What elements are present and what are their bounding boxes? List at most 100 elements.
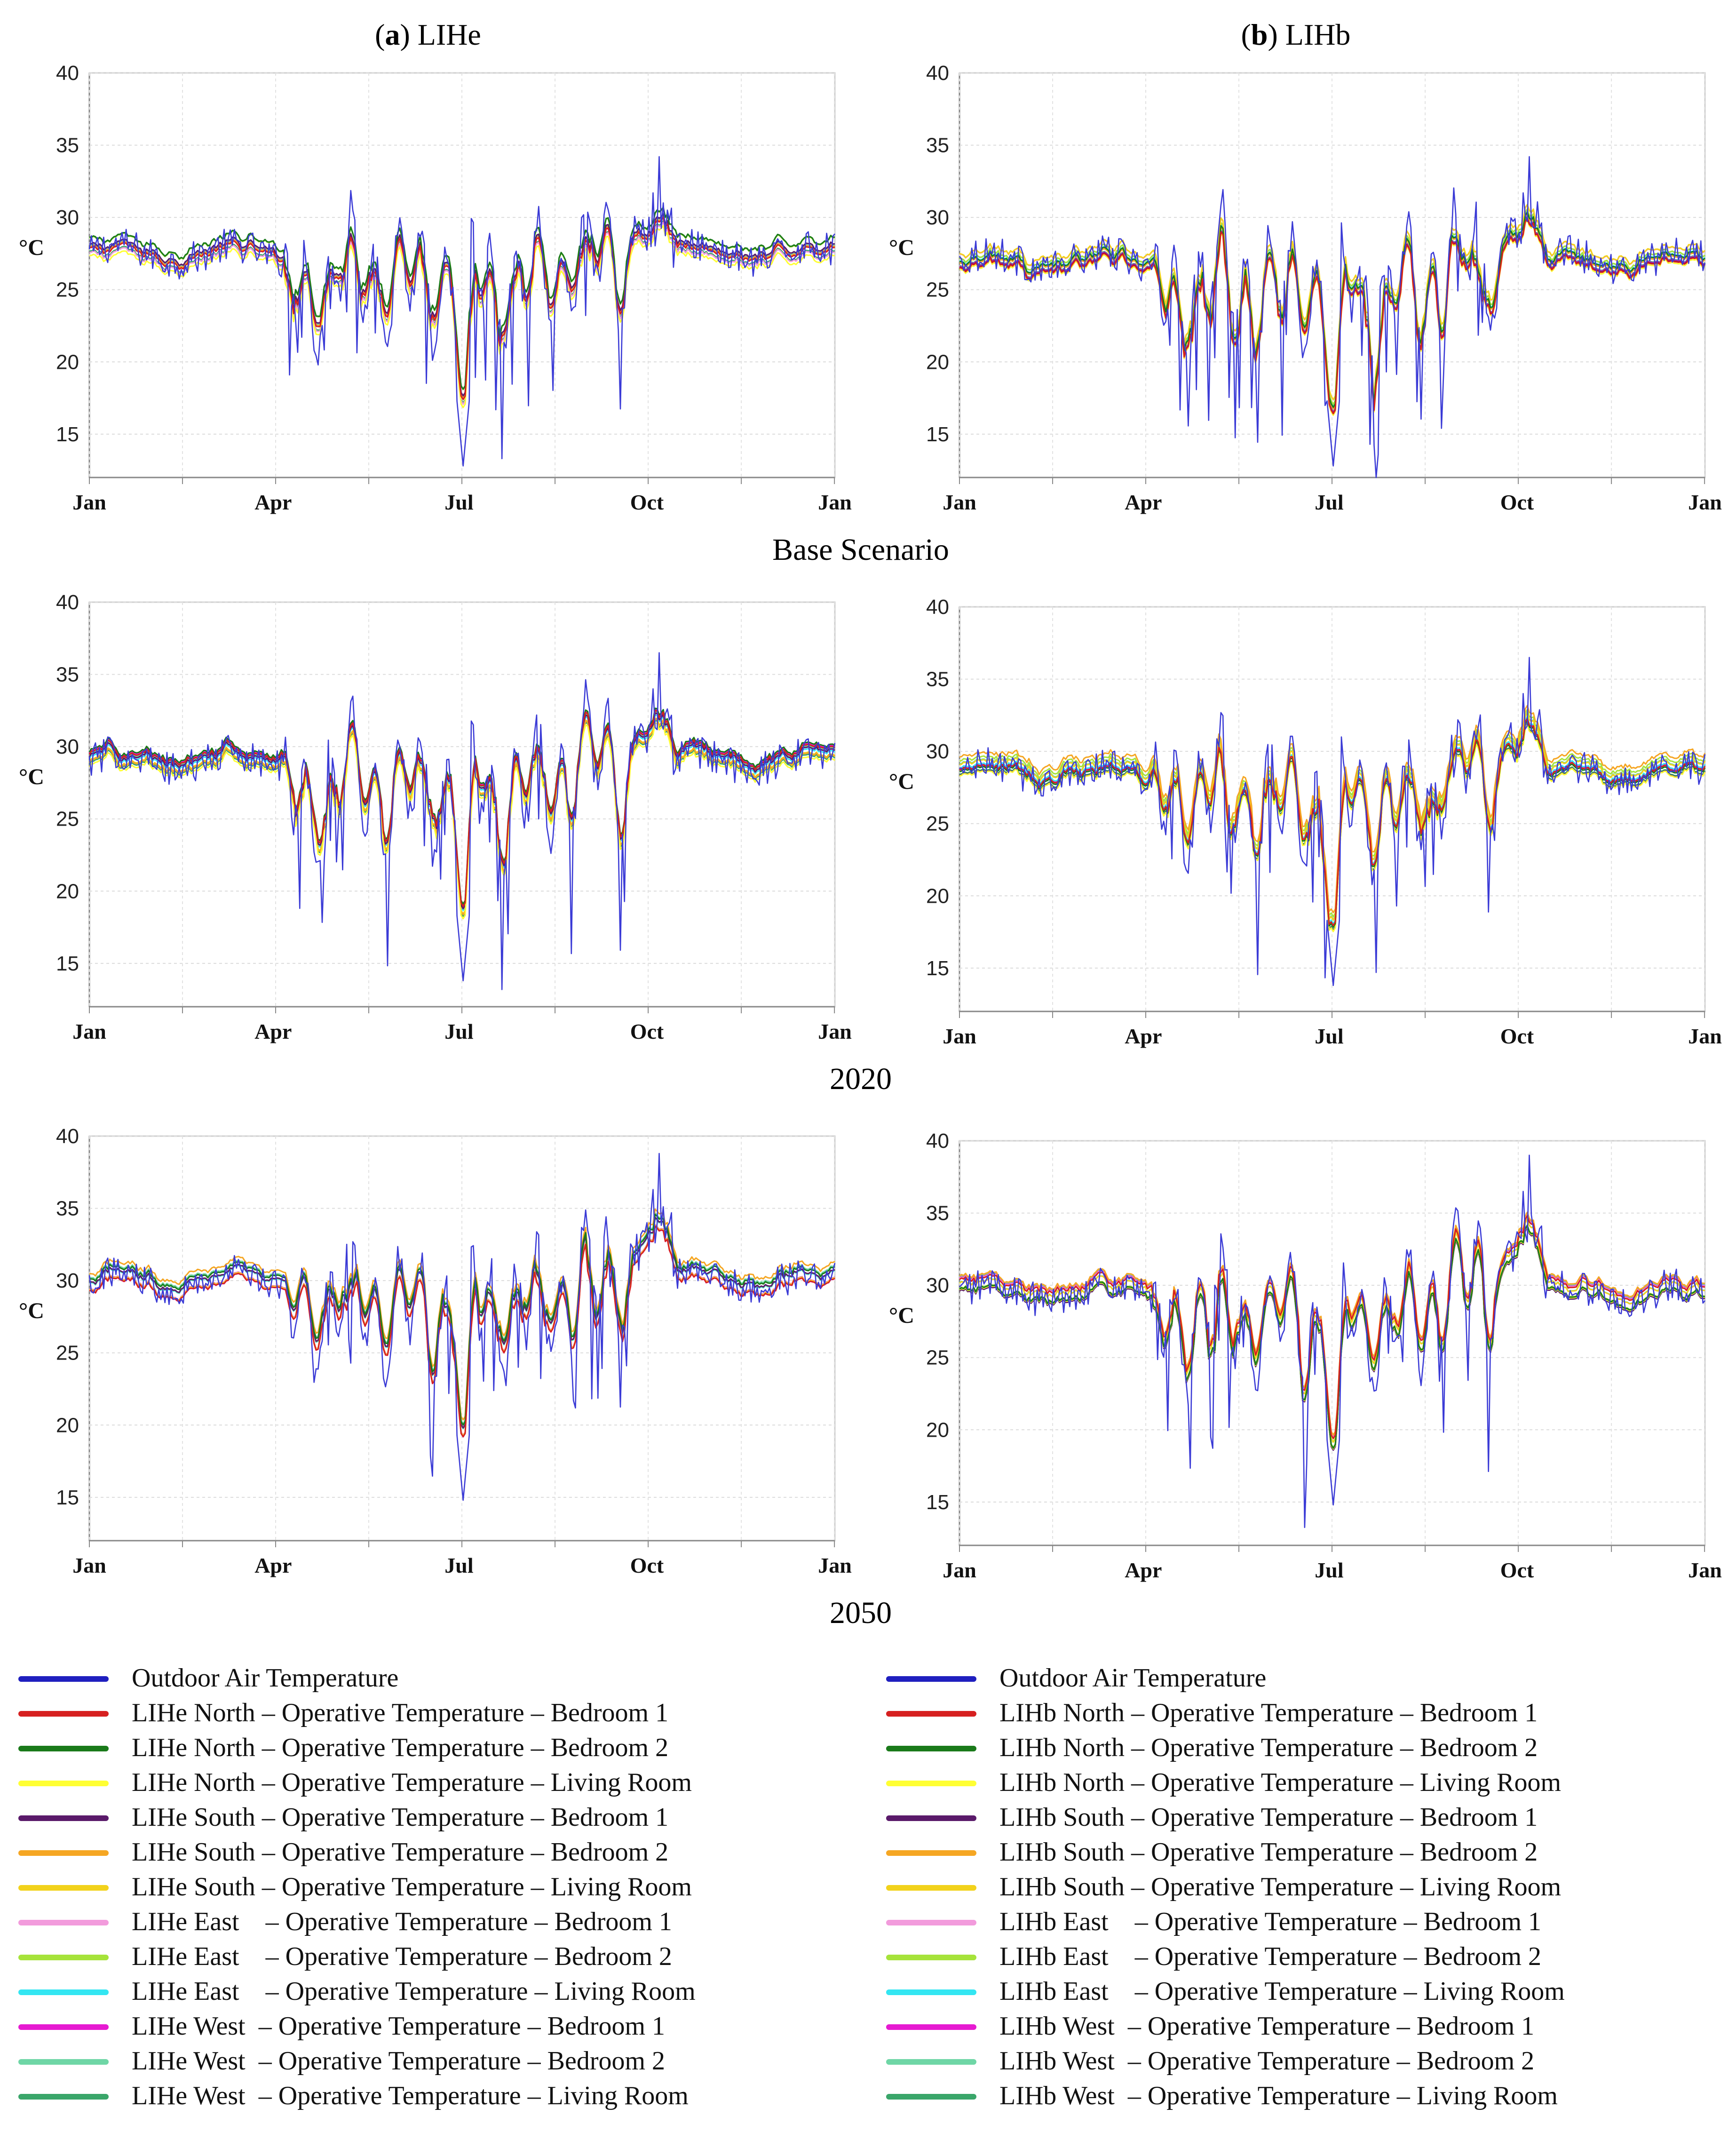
y-tick-label: 15 bbox=[56, 423, 79, 446]
x-tick-label: Apr bbox=[254, 1019, 292, 1043]
x-tick-label: Jan bbox=[818, 1553, 852, 1577]
series-line-indoor bbox=[959, 204, 1705, 400]
legend-label: LIHb East – Operative Temperature – Bedr… bbox=[999, 1942, 1541, 1971]
x-tick-label: Jul bbox=[444, 490, 473, 514]
legend-label: LIHe East – Operative Temperature – Bedr… bbox=[132, 1942, 672, 1971]
y-tick-label: 30 bbox=[926, 206, 949, 229]
y-axis-label: °C bbox=[19, 235, 44, 260]
y-tick-label: 30 bbox=[926, 740, 949, 763]
x-tick-label: Jan bbox=[1688, 1558, 1722, 1582]
plot-frame bbox=[959, 606, 1706, 1012]
y-tick-label: 30 bbox=[56, 735, 79, 758]
y-tick-label: 40 bbox=[926, 1130, 949, 1153]
row-label-base: Base Scenario bbox=[772, 533, 949, 567]
series-line-outdoor bbox=[88, 652, 836, 990]
legend-label: LIHe West – Operative Temperature – Livi… bbox=[132, 2081, 689, 2110]
series-line-indoor bbox=[959, 712, 1706, 921]
y-tick-label: 40 bbox=[926, 62, 949, 85]
series-line-outdoor bbox=[88, 156, 836, 467]
legend-label: LIHe North – Operative Temperature – Liv… bbox=[132, 1768, 692, 1797]
x-tick-label: Jan bbox=[818, 490, 852, 514]
x-tick-label: Jul bbox=[444, 1019, 473, 1043]
y-tick-label: 15 bbox=[56, 1486, 79, 1509]
series-line-indoor bbox=[89, 1225, 835, 1438]
x-tick-label: Oct bbox=[630, 490, 664, 514]
y-tick-label: 30 bbox=[56, 1269, 79, 1292]
series-line-indoor bbox=[88, 722, 835, 920]
x-tick-label: Jan bbox=[72, 1019, 106, 1043]
y-tick-label: 15 bbox=[926, 1491, 949, 1514]
row-label-2020: 2020 bbox=[830, 1062, 892, 1096]
legend-label: LIHb West – Operative Temperature – Bedr… bbox=[999, 2012, 1534, 2041]
x-tick-label: Jan bbox=[1688, 1024, 1722, 1048]
legend-label: LIHb West – Operative Temperature – Livi… bbox=[999, 2081, 1558, 2110]
legend-label: LIHb North – Operative Temperature – Bed… bbox=[999, 1698, 1538, 1727]
y-tick-label: 35 bbox=[56, 1197, 79, 1220]
x-tick-label: Jul bbox=[1315, 490, 1343, 514]
series-line-indoor bbox=[959, 216, 1705, 413]
series-line-outdoor bbox=[88, 1153, 836, 1501]
y-axis-label: °C bbox=[889, 769, 914, 794]
x-tick-label: Oct bbox=[630, 1019, 664, 1043]
legend-label: LIHe North – Operative Temperature – Bed… bbox=[132, 1733, 668, 1762]
legend-label: LIHb West – Operative Temperature – Bedr… bbox=[999, 2046, 1534, 2076]
y-axis-label: °C bbox=[889, 1303, 914, 1328]
x-tick-label: Jul bbox=[1315, 1024, 1343, 1048]
x-tick-label: Oct bbox=[1500, 1558, 1534, 1582]
chart-LIHe-2050: 15 20 25 30 35 40 Jan Apr Jul Oct Jan °C bbox=[19, 1125, 852, 1577]
series-line-indoor bbox=[88, 711, 835, 908]
y-tick-label: 35 bbox=[926, 668, 949, 691]
y-axis-label: °C bbox=[19, 764, 44, 789]
legend-label: LIHe East – Operative Temperature – Livi… bbox=[132, 1977, 696, 2006]
series-line-indoor bbox=[89, 225, 835, 408]
legend-label: LIHb South – Operative Temperature – Bed… bbox=[999, 1803, 1538, 1832]
series-line-indoor bbox=[959, 709, 1706, 917]
series-line-indoor bbox=[89, 213, 835, 397]
series-line-outdoor bbox=[959, 657, 1706, 986]
x-tick-label: Apr bbox=[1125, 1024, 1162, 1048]
x-tick-label: Jul bbox=[1315, 1558, 1343, 1582]
y-tick-label: 25 bbox=[926, 812, 949, 835]
legend-label: LIHb East – Operative Temperature – Livi… bbox=[999, 1977, 1565, 2006]
y-tick-label: 40 bbox=[926, 596, 949, 619]
legend-label: LIHe South – Operative Temperature – Bed… bbox=[132, 1838, 668, 1867]
series-line-indoor bbox=[88, 718, 835, 915]
plot-frame bbox=[959, 1140, 1706, 1546]
legend-label: LIHb South – Operative Temperature – Liv… bbox=[999, 1872, 1561, 1901]
y-tick-label: 25 bbox=[926, 1346, 949, 1369]
y-tick-label: 40 bbox=[56, 591, 79, 614]
y-tick-label: 20 bbox=[926, 350, 949, 374]
x-tick-label: Jan bbox=[818, 1019, 852, 1043]
series-line-indoor bbox=[959, 208, 1705, 405]
y-tick-label: 40 bbox=[56, 1125, 79, 1148]
series-line-indoor bbox=[959, 213, 1705, 410]
series-line-indoor bbox=[89, 1209, 835, 1421]
y-tick-label: 35 bbox=[926, 134, 949, 157]
x-tick-label: Jan bbox=[72, 490, 106, 514]
legend-label: LIHb South – Operative Temperature – Bed… bbox=[999, 1838, 1538, 1867]
chart-LIHe-2020: 15 20 25 30 35 40 Jan Apr Jul Oct Jan °C bbox=[19, 591, 852, 1043]
y-tick-label: 35 bbox=[56, 663, 79, 686]
x-tick-label: Jan bbox=[943, 1024, 976, 1048]
plot-frame bbox=[88, 1135, 836, 1542]
series-line-indoor bbox=[959, 724, 1706, 932]
column-header-b: (b) LIHb bbox=[1241, 18, 1351, 51]
legend-label: LIHb North – Operative Temperature – Liv… bbox=[999, 1768, 1561, 1797]
x-tick-label: Apr bbox=[254, 490, 292, 514]
series-line-outdoor bbox=[959, 156, 1706, 478]
series-line-outdoor bbox=[959, 1154, 1706, 1528]
y-tick-label: 25 bbox=[926, 278, 949, 302]
x-tick-label: Apr bbox=[1125, 490, 1162, 514]
plot-frame bbox=[88, 601, 836, 1008]
legend-label: LIHb North – Operative Temperature – Bed… bbox=[999, 1733, 1538, 1762]
y-tick-label: 20 bbox=[56, 1414, 79, 1437]
plot-frame bbox=[88, 72, 836, 478]
x-tick-label: Oct bbox=[1500, 490, 1534, 514]
row-label-2050: 2050 bbox=[830, 1596, 892, 1630]
x-tick-label: Jul bbox=[444, 1553, 473, 1577]
legend-label: Outdoor Air Temperature bbox=[132, 1663, 398, 1693]
y-tick-label: 15 bbox=[56, 952, 79, 975]
y-tick-label: 20 bbox=[56, 880, 79, 903]
series-line-indoor bbox=[89, 1225, 835, 1438]
legend-label: LIHe North – Operative Temperature – Bed… bbox=[132, 1698, 668, 1727]
